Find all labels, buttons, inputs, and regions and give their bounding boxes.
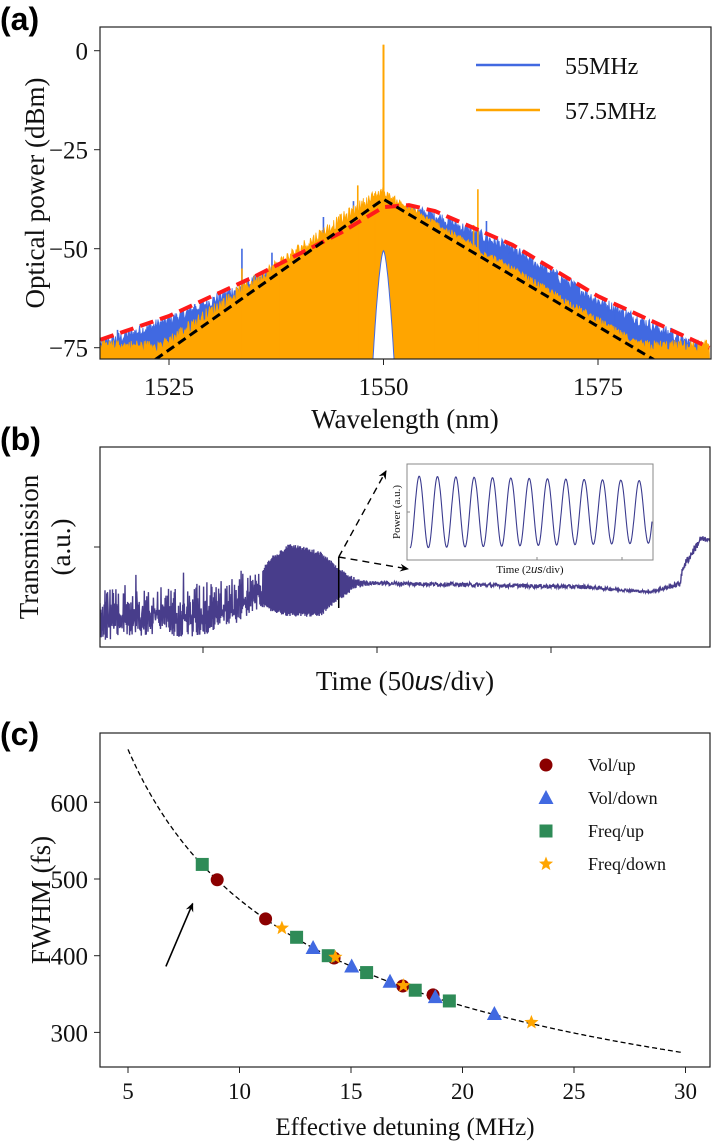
x-tick-label: 25 <box>563 1079 586 1104</box>
panel-label-c: (c) <box>0 716 39 752</box>
point-freq-up <box>360 966 374 980</box>
inset-sine-trace <box>409 475 653 549</box>
y-tick-label: 600 <box>51 790 89 817</box>
y-tick-label: 500 <box>51 867 89 894</box>
fit-curve-black <box>154 197 655 359</box>
spectral-notch <box>372 249 395 359</box>
y-tick-label: 300 <box>51 1020 89 1047</box>
point-vol-up <box>259 912 273 926</box>
transmission-trace <box>100 536 710 640</box>
legend-marker-vol-down <box>538 790 554 804</box>
y-tick-label: −75 <box>49 336 88 363</box>
y-tick-label: 0 <box>76 39 89 66</box>
legend-label-57-5mhz: 57.5MHz <box>565 99 656 125</box>
annotation-arrow <box>165 902 194 967</box>
x-tick-label: 1525 <box>144 374 194 401</box>
y-axis-label: Optical power (dBm) <box>20 78 50 309</box>
point-freq-down <box>524 1014 539 1029</box>
point-freq-down <box>328 949 343 964</box>
legend-label-vol-up: Vol/up <box>588 755 636 775</box>
y-axis-label-line2: (a.u.) <box>46 519 76 576</box>
panel-label-a: (a) <box>0 1 39 37</box>
legend-marker-freq-up <box>539 824 553 838</box>
legend-marker-freq-down <box>538 856 554 871</box>
panel-label-b: (b) <box>0 421 41 457</box>
axes-ticks: 5 10 15 20 25 30 300 400 500 600 <box>51 790 698 1104</box>
point-vol-down <box>486 1005 502 1020</box>
x-axis-label: Time (50us/div) <box>316 666 494 696</box>
legend-label-freq-down: Freq/down <box>588 854 666 874</box>
point-vol-down <box>305 940 321 955</box>
x-axis-label: Effective detuning (MHz) <box>275 1114 534 1141</box>
fit-curve-red <box>100 203 711 350</box>
x-tick-label: 1550 <box>359 374 409 401</box>
inset-x-label: Time (2us/div) <box>496 564 563 576</box>
zoom-arrow-bottom <box>338 556 409 572</box>
y-tick-label: −50 <box>49 237 88 264</box>
legend-label-vol-down: Vol/down <box>588 788 658 808</box>
y-axis-label-line1: Transmission <box>14 474 44 619</box>
point-freq-up <box>442 994 456 1008</box>
x-tick-label: 5 <box>122 1079 134 1104</box>
zoom-arrows <box>338 470 409 572</box>
spectrum-plot-area <box>100 44 711 359</box>
point-vol-up <box>210 873 224 887</box>
point-freq-up <box>408 983 422 997</box>
inset-plot-area <box>409 475 653 549</box>
axes-ticks: 1525 1550 1575 0 −25 −50 −75 <box>49 39 623 401</box>
spectrum-chart: 1525 1550 1575 0 −25 −50 −75 55MHz 57.5MHz Wav… <box>20 26 712 434</box>
axes-frame <box>99 26 712 360</box>
inset-chart: Power (a.u.) Time (2us/div) <box>391 463 654 576</box>
point-vol-down <box>427 989 443 1004</box>
zoom-arrow-top <box>338 470 387 558</box>
point-vol-down <box>382 973 398 988</box>
x-axis-label: Wavelength (nm) <box>311 404 499 434</box>
transmission-plot-area <box>100 536 710 640</box>
axes-frame <box>99 732 711 1068</box>
x-tick-label: 1575 <box>573 374 623 401</box>
series-57-5mhz-trace <box>100 184 710 359</box>
point-freq-down <box>396 978 411 992</box>
y-tick-label: −25 <box>49 138 88 165</box>
point-vol-down <box>344 958 360 973</box>
point-freq-up <box>290 930 304 944</box>
y-tick-label: 400 <box>51 944 89 971</box>
point-freq-up <box>195 857 209 871</box>
transmission-chart: Power (a.u.) Time (2us/div) Time (50us/d… <box>14 446 711 696</box>
legend: Vol/up Vol/down Freq/up Freq/down <box>538 755 666 874</box>
axes-ticks <box>94 546 552 653</box>
fwhm-plot-area <box>127 749 682 1053</box>
legend-label-55mhz: 55MHz <box>565 54 638 80</box>
legend-label-freq-up: Freq/up <box>588 821 644 841</box>
fwhm-chart: 5 10 15 20 25 30 300 400 500 600 Vol/up Vol/down Fr… <box>26 732 711 1141</box>
x-tick-label: 20 <box>451 1079 474 1104</box>
legend-marker-vol-up <box>539 758 553 772</box>
x-tick-label: 30 <box>674 1079 697 1104</box>
x-tick-label: 10 <box>228 1079 251 1104</box>
x-tick-label: 15 <box>340 1079 363 1104</box>
point-freq-up <box>321 949 335 963</box>
inset-y-label: Power (a.u.) <box>391 485 403 539</box>
y-axis-label: FWHM (fs) <box>26 836 56 964</box>
point-freq-down <box>274 920 289 935</box>
legend: 55MHz 57.5MHz <box>476 54 656 125</box>
